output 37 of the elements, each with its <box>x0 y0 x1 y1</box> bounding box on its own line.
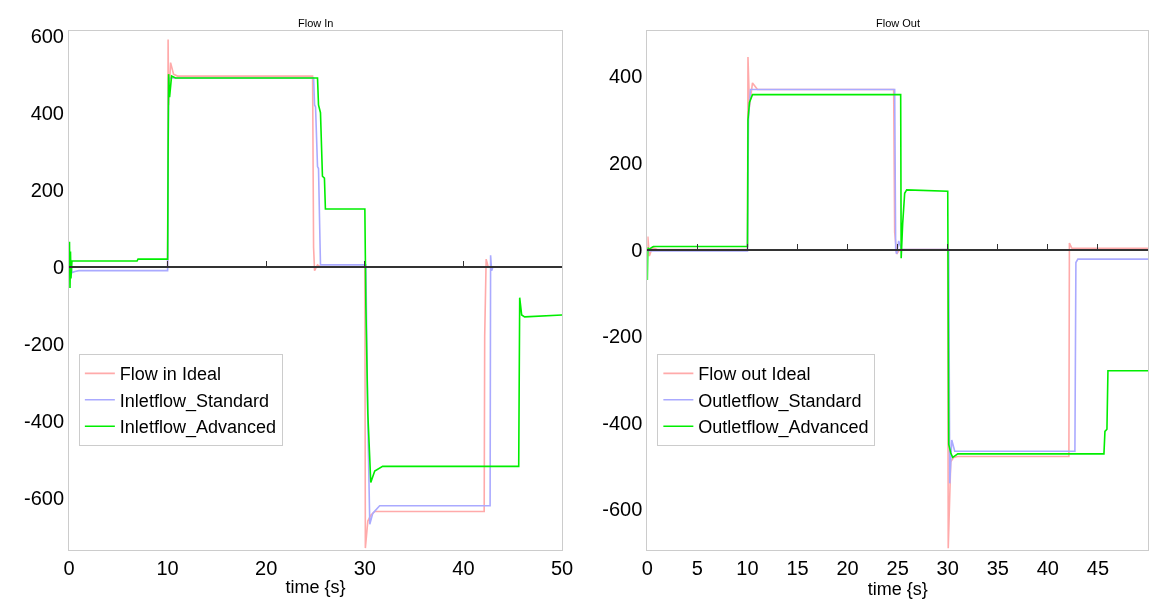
x-tick-label: 5 <box>691 557 703 579</box>
y-tick-label: -400 <box>23 409 64 432</box>
x-tick-label: 30 <box>353 557 376 579</box>
y-tick-label: 400 <box>608 65 643 88</box>
x-tick-label: 20 <box>255 557 278 579</box>
x-tick-label: 10 <box>156 557 179 579</box>
legend-label: Flow in Ideal <box>119 364 221 385</box>
y-tick-label: 0 <box>631 238 643 261</box>
y-tick-label: -200 <box>602 325 643 348</box>
x-tick-label: 40 <box>452 557 475 579</box>
x-tick-label: 40 <box>1036 557 1059 579</box>
x-tick-label: 20 <box>836 557 859 579</box>
y-tick-label: 0 <box>52 255 64 278</box>
y-tick-label: 200 <box>30 178 64 201</box>
y-tick-label: -200 <box>23 332 64 355</box>
x-tick-label: 15 <box>786 557 809 579</box>
y-tick-label: -600 <box>23 486 64 509</box>
x-tick-label: 50 <box>550 557 574 579</box>
x-tick-label: 45 <box>1086 557 1110 579</box>
x-axis-title: time {s} <box>867 579 928 599</box>
x-tick-label: 35 <box>986 557 1009 579</box>
chart-title: Flow In <box>298 17 334 29</box>
legend-label: Outletflow_Advanced <box>698 417 869 439</box>
x-axis-title: time {s} <box>285 577 346 598</box>
x-tick-label: 25 <box>886 557 909 579</box>
legend-label: Flow out Ideal <box>698 364 811 385</box>
y-tick-label: -600 <box>602 498 643 521</box>
y-tick-label: 400 <box>30 101 64 124</box>
x-tick-label: 10 <box>736 557 759 579</box>
x-tick-label: 30 <box>936 557 959 579</box>
y-tick-label: -400 <box>602 411 643 434</box>
legend-label: Outletflow_Standard <box>698 390 862 412</box>
y-tick-label: 600 <box>30 24 64 47</box>
legend-label: Inletflow_Advanced <box>119 417 276 439</box>
legend-label: Inletflow_Standard <box>119 390 269 412</box>
y-tick-label: 200 <box>608 152 643 175</box>
chart-title: Flow Out <box>876 17 921 29</box>
